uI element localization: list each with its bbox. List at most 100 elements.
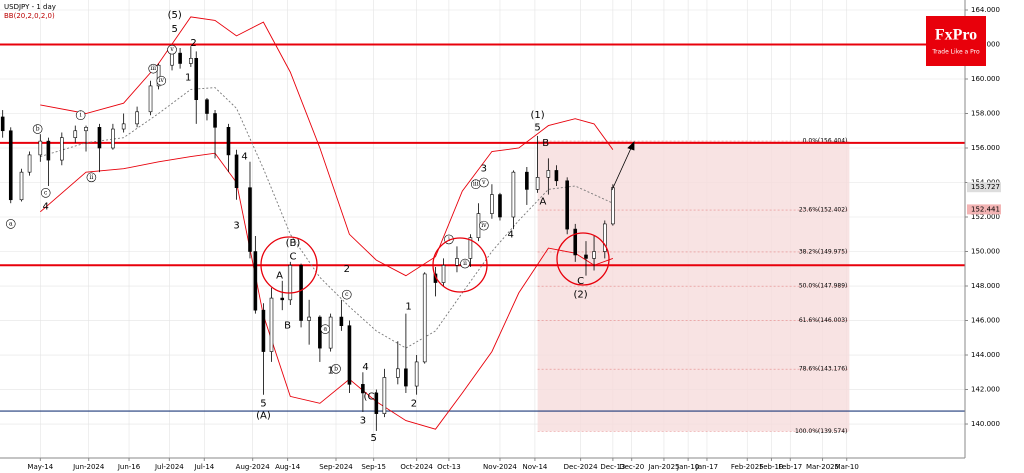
x-tick-label: Nov-14: [522, 463, 547, 471]
price-tag-label: 153.727: [971, 183, 1000, 191]
y-tick-label: 150.000: [971, 248, 1000, 256]
candle-body: [414, 361, 419, 387]
candle-body: [404, 368, 408, 387]
wave-label: 5: [370, 433, 376, 444]
candle-body: [603, 223, 607, 252]
candle-body: [422, 273, 427, 363]
highlights: [260, 232, 610, 294]
candle-body: [498, 194, 502, 218]
main-layer: 140.000142.000144.000146.000148.000150.0…: [0, 6, 1001, 471]
candle-body: [468, 237, 473, 259]
candle-body: [19, 171, 24, 201]
wave-label: v: [169, 46, 174, 53]
logo-tagline: Trade Like a Pro: [931, 49, 980, 56]
candle-body: [0, 116, 5, 132]
x-tick-label: Jul-14: [193, 463, 214, 471]
candle-body: [46, 140, 51, 161]
wave-label: iii: [473, 181, 479, 188]
x-tick-label: May-14: [27, 463, 53, 471]
wave-label: B: [542, 138, 549, 149]
candle-body: [205, 99, 209, 114]
fib-label: 78.6%(143.176): [799, 366, 848, 373]
back-layer: 0.0%(156.404) 23.6%(152.402) 38.2%(149.975…: [0, 0, 965, 458]
wave-label: (2): [574, 290, 588, 301]
y-tick-label: 142.000: [971, 386, 1000, 394]
wave-circle: [32, 124, 43, 134]
candle-body: [84, 127, 88, 132]
wave-circle: [86, 172, 97, 183]
candle-body: [535, 177, 540, 190]
wave-label: i: [80, 112, 82, 119]
wave-label: iv: [481, 222, 487, 229]
wave-circle: [341, 289, 352, 300]
candle-body: [269, 297, 274, 352]
wave-label: (1): [531, 110, 545, 121]
wave-label: a: [9, 220, 13, 227]
candle-body: [97, 127, 102, 149]
candle-body: [546, 170, 551, 178]
wave-label: iii: [150, 65, 156, 72]
candle-body: [347, 325, 352, 385]
wave-label: 2: [411, 398, 417, 409]
wave-circle: [479, 220, 489, 231]
wave-label: ii: [89, 174, 93, 181]
candle-body: [253, 251, 258, 311]
wave-label: C: [577, 276, 584, 287]
candle-body: [60, 137, 64, 161]
candle-body: [611, 187, 615, 225]
candle-body: [27, 154, 32, 173]
x-tick-label: Jan-10: [676, 463, 699, 471]
x-tick-label: Jul-2024: [154, 463, 184, 471]
arrow-line: [611, 145, 633, 191]
x-tick-label: Feb-2025: [731, 463, 764, 471]
candle-body: [339, 316, 344, 326]
fib-label: 38.2%(149.975): [799, 248, 848, 255]
y-tick-label: 144.000: [971, 351, 1000, 359]
candle-body: [73, 130, 78, 138]
candle-body: [374, 392, 379, 414]
candle-body: [234, 154, 239, 188]
fib-label: 61.6%(146.003): [799, 317, 848, 324]
x-tick-label: Oct-13: [437, 463, 461, 471]
wave-label: 5: [172, 24, 178, 35]
highlight-circle: [556, 232, 610, 286]
candle-body: [318, 316, 322, 349]
candle-body: [511, 171, 516, 218]
candle-body: [248, 187, 252, 252]
candle-body: [135, 111, 139, 125]
wave-label: 5: [534, 122, 540, 133]
wave-label: a: [323, 326, 327, 333]
wave-label: C: [290, 252, 297, 263]
candle-body: [261, 309, 266, 352]
highlight-circle: [260, 236, 318, 294]
wave-circle: [167, 44, 177, 55]
wave-label: 4: [43, 202, 49, 213]
logo-name: FxPro: [935, 27, 977, 44]
wave-label: b: [36, 126, 40, 133]
candle-body: [148, 85, 153, 113]
candle-body: [328, 316, 333, 349]
candle-body: [382, 377, 387, 414]
fib-zone: [537, 141, 850, 432]
wave-label: ii: [463, 260, 467, 267]
bollinger-middle: [40, 87, 614, 349]
candle-body: [156, 64, 161, 87]
wave-label: A: [540, 196, 547, 207]
price-tag: [967, 204, 1001, 215]
candle-body: [573, 228, 578, 256]
wave-circle: [156, 75, 167, 86]
fib-label: 100.0%(139.574): [795, 428, 847, 435]
fib-label: 0.0%(156.404): [803, 138, 848, 145]
logo-box: [926, 16, 986, 66]
wave-label: 4: [362, 362, 368, 373]
x-tick-label: Dec-20: [619, 463, 644, 471]
x-tick-label: Jun-2024: [72, 463, 105, 471]
wave-label: 3: [233, 221, 239, 232]
candle-body: [213, 113, 217, 128]
x-tick-label: Jan-2025: [647, 463, 679, 471]
candle-body: [554, 170, 559, 182]
y-tick-label: 140.000: [971, 420, 1000, 428]
candle-body: [396, 368, 400, 378]
candle-body: [490, 194, 494, 214]
